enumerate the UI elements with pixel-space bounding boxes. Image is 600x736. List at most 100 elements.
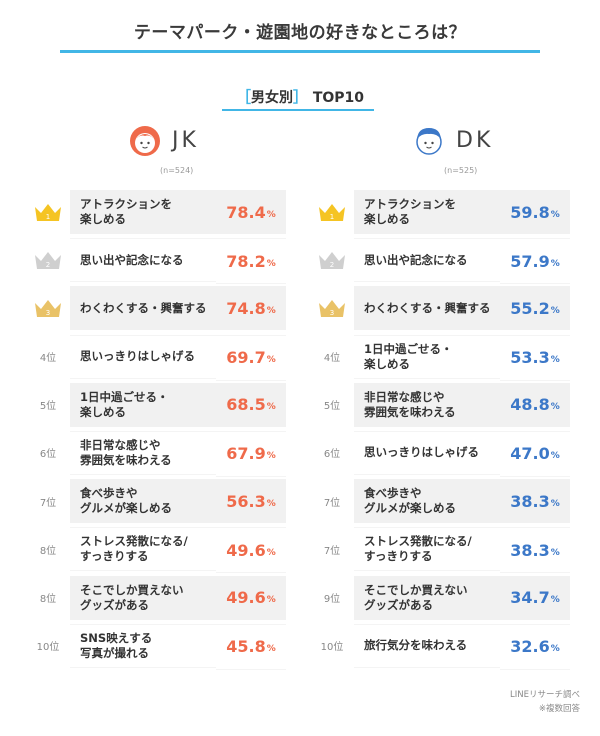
- table-row: 1 アトラクションを 楽しめる 78.4%: [28, 190, 288, 234]
- rank-label: 6位: [39, 449, 57, 461]
- svg-text:3: 3: [46, 309, 50, 317]
- value-label: 49.6: [226, 588, 266, 607]
- jk-ranking-list: 1 アトラクションを 楽しめる 78.4% 2 思い出や記念になる 78.2% 3 わくわくす…: [28, 190, 288, 672]
- item-label: 非日常な感じや 雰囲気を味わえる: [354, 382, 500, 427]
- table-row: 8位 ストレス発散になる/ すっきりする 49.6%: [28, 527, 288, 574]
- rank-label: 4位: [39, 353, 57, 365]
- value-cell: 68.5%: [216, 382, 286, 427]
- rank-cell: 1: [28, 190, 68, 234]
- value-unit: %: [266, 355, 276, 366]
- svg-text:2: 2: [330, 261, 334, 269]
- value-cell: 38.3%: [500, 527, 570, 574]
- value-cell: 57.9%: [500, 238, 570, 285]
- value-unit: %: [550, 258, 560, 269]
- rank-label: 5位: [39, 401, 57, 413]
- value-unit: %: [266, 209, 276, 220]
- value-cell: 34.7%: [500, 575, 570, 620]
- value-cell: 48.8%: [500, 382, 570, 427]
- table-row: 5位 1日中過ごせる・ 楽しめる 68.5%: [28, 382, 288, 427]
- value-label: 48.8: [510, 395, 550, 415]
- value-unit: %: [550, 547, 560, 558]
- value-cell: 45.8%: [216, 623, 286, 670]
- value-cell: 49.6%: [216, 575, 286, 620]
- rank-cell: 10位: [312, 624, 352, 668]
- boy-avatar-icon: [416, 128, 442, 155]
- rank-cell: 8位: [28, 527, 68, 571]
- dk-sample-size: (n=525): [444, 166, 478, 175]
- value-unit: %: [550, 451, 560, 462]
- value-label: 69.7: [226, 348, 266, 368]
- item-label: SNS映えする 写真が撮れる: [70, 623, 216, 668]
- value-unit: %: [550, 209, 560, 220]
- gold-crown-icon: 1: [35, 204, 61, 221]
- rank-cell: 6位: [28, 431, 68, 475]
- item-label: わくわくする・興奮する: [354, 286, 500, 331]
- value-cell: 47.0%: [500, 430, 570, 477]
- value-label: 57.9: [510, 251, 550, 271]
- table-row: 8位 そこでしか買えない グッズがある 49.6%: [28, 575, 288, 620]
- rank-label: 4位: [323, 353, 341, 365]
- svg-text:2: 2: [46, 261, 50, 269]
- value-cell: 67.9%: [216, 430, 286, 477]
- bronze-crown-icon: 3: [319, 300, 345, 318]
- rank-cell: 10位: [28, 624, 68, 668]
- rank-cell: 7位: [312, 527, 352, 571]
- value-label: 53.3: [510, 348, 550, 368]
- value-label: 67.9: [226, 444, 266, 464]
- jk-sample-size: (n=524): [160, 166, 194, 175]
- item-label: 旅行気分を味わえる: [354, 623, 500, 668]
- value-unit: %: [266, 305, 276, 316]
- table-row: 4位 1日中過ごせる・ 楽しめる 53.3%: [312, 334, 572, 381]
- rank-cell: 4位: [312, 335, 352, 379]
- dk-title: DK: [456, 128, 494, 153]
- rank-label: 9位: [323, 594, 341, 605]
- table-row: 6位 非日常な感じや 雰囲気を味わえる 67.9%: [28, 430, 288, 477]
- value-label: 55.2: [510, 298, 550, 318]
- value-cell: 56.3%: [216, 479, 286, 524]
- value-label: 38.3: [510, 540, 550, 560]
- table-row: 3 わくわくする・興奮する 74.8%: [28, 286, 288, 331]
- value-label: 56.3: [226, 491, 266, 511]
- gold-crown-icon: 1: [319, 204, 345, 221]
- bronze-crown-icon: 3: [35, 300, 61, 318]
- table-row: 9位 そこでしか買えない グッズがある 34.7%: [312, 575, 572, 620]
- table-row: 5位 非日常な感じや 雰囲気を味わえる 48.8%: [312, 382, 572, 427]
- silver-crown-icon: 2: [35, 252, 61, 270]
- jk-title: JK: [172, 128, 199, 153]
- value-cell: 53.3%: [500, 334, 570, 381]
- rank-cell: 3: [28, 286, 68, 330]
- rank-cell: 9位: [312, 576, 352, 620]
- item-label: 思いっきりはしゃげる: [354, 430, 500, 475]
- value-label: 68.5: [226, 395, 266, 415]
- source-note: LINEリサーチ調べ ※複数回答: [510, 688, 580, 716]
- svg-text:1: 1: [330, 213, 334, 221]
- table-row: 2 思い出や記念になる 57.9%: [312, 238, 572, 285]
- bracket-close: ］: [292, 88, 308, 106]
- rank-cell: 2: [28, 238, 68, 282]
- value-unit: %: [550, 355, 560, 366]
- value-cell: 38.3%: [500, 479, 570, 524]
- value-label: 78.4: [226, 202, 266, 222]
- rank-label: 7位: [39, 497, 57, 509]
- source-text: LINEリサーチ調べ: [510, 690, 580, 700]
- rank-cell: 7位: [312, 479, 352, 523]
- value-label: 47.0: [510, 444, 550, 464]
- table-row: 7位 食べ歩きや グルメが楽しめる 56.3%: [28, 479, 288, 524]
- item-label: 食べ歩きや グルメが楽しめる: [70, 479, 216, 524]
- rank-label: 10位: [36, 642, 60, 654]
- value-cell: 69.7%: [216, 334, 286, 381]
- subtitle-underline: [222, 109, 374, 111]
- page-title: テーマパーク・遊園地の好きなところは？: [133, 23, 467, 43]
- title-underline: [60, 50, 540, 53]
- bracket-open: ［: [235, 88, 251, 106]
- value-unit: %: [266, 644, 276, 655]
- silver-crown-icon: 2: [319, 252, 345, 270]
- value-unit: %: [550, 595, 560, 605]
- svg-text:3: 3: [330, 309, 334, 317]
- rank-label: 8位: [39, 545, 57, 557]
- table-row: 7位 ストレス発散になる/ すっきりする 38.3%: [312, 527, 572, 574]
- value-unit: %: [266, 258, 276, 269]
- value-unit: %: [266, 595, 276, 605]
- value-unit: %: [266, 547, 276, 558]
- rank-label: 8位: [39, 594, 57, 605]
